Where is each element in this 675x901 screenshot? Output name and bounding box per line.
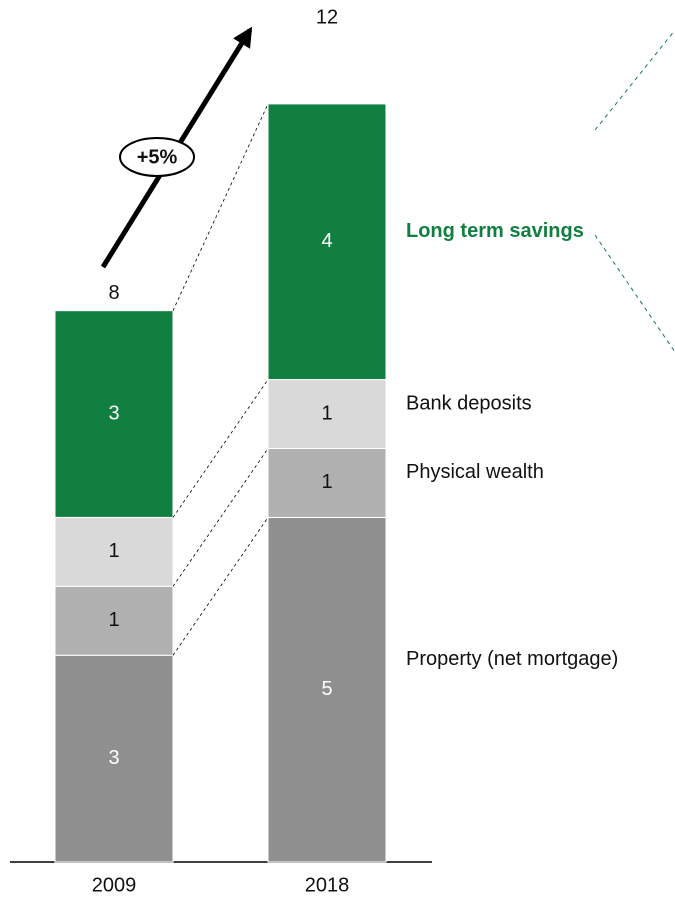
x-tick-label: 2018 — [305, 874, 350, 896]
value-label: 1 — [108, 609, 119, 631]
total-label: 12 — [316, 6, 338, 28]
legend-label: Property (net mortgage) — [406, 648, 618, 670]
connector — [172, 103, 269, 311]
value-label: 1 — [321, 402, 332, 424]
value-label: 3 — [108, 747, 119, 769]
connector — [172, 517, 269, 656]
bar-segment — [267, 103, 387, 381]
total-label: 8 — [108, 282, 119, 304]
bar-segment — [267, 379, 387, 450]
bar-segment — [54, 310, 174, 518]
bar-segment — [267, 516, 387, 863]
value-label: 1 — [321, 471, 332, 493]
value-label: 5 — [321, 678, 332, 700]
bar-segment — [54, 654, 174, 863]
annotation: +5% — [137, 146, 178, 168]
legend-label: Bank deposits — [406, 392, 532, 414]
value-label: 1 — [108, 540, 119, 562]
legend-label: Long term savings — [406, 220, 584, 242]
value-label: 4 — [321, 230, 332, 252]
value-label: 3 — [108, 402, 119, 424]
callout-line — [594, 234, 675, 353]
legend-label: Physical wealth — [406, 461, 544, 483]
callout-line — [594, 29, 675, 131]
connector — [172, 448, 269, 587]
connector — [172, 379, 269, 518]
annotation-bubble — [119, 137, 195, 177]
bar-segment — [54, 585, 174, 656]
x-tick-label: 2009 — [92, 874, 137, 896]
